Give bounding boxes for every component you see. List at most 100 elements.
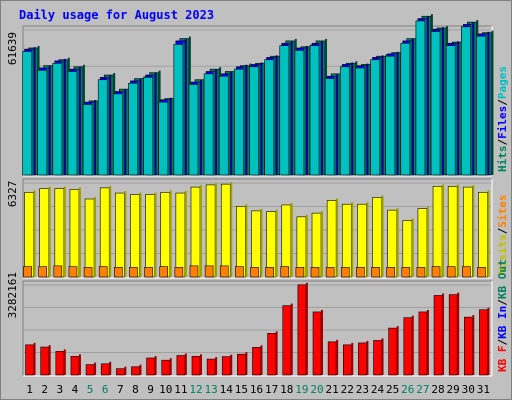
bar-sites	[204, 265, 214, 278]
bar-body	[401, 267, 411, 278]
bar-visits	[145, 192, 157, 278]
bar-visits	[357, 202, 369, 278]
bar-visits	[69, 187, 81, 278]
bar-kbf	[85, 362, 97, 376]
bar-body	[447, 186, 458, 278]
bar-side	[319, 43, 322, 175]
bar-side	[61, 61, 64, 175]
bar-side	[197, 82, 200, 175]
y-max-label: 3282161	[6, 272, 19, 318]
bar-side	[260, 62, 263, 175]
bar-pages	[143, 75, 155, 176]
bar-side	[426, 16, 429, 175]
x-tick-label: 16	[250, 383, 263, 396]
bar-side	[336, 339, 339, 375]
bar-side	[94, 100, 97, 175]
bar-pages	[128, 81, 140, 176]
bar-side	[303, 48, 306, 175]
bar-kbf	[116, 366, 127, 376]
chart-title: Daily usage for August 2023	[19, 8, 214, 22]
bar-kbf	[40, 345, 51, 376]
bar-side	[78, 354, 81, 375]
bar-body	[161, 359, 171, 376]
bar-sites	[295, 267, 305, 278]
bar-side	[290, 303, 293, 375]
bar-body	[37, 70, 47, 176]
bar-body	[158, 101, 169, 176]
bar-side	[411, 38, 414, 176]
bar-body	[448, 294, 458, 376]
bar-side	[396, 208, 399, 277]
y-max-label: 6327	[6, 181, 19, 208]
bar-side	[245, 352, 248, 375]
bar-sites	[38, 266, 47, 278]
bar-visits	[281, 202, 293, 278]
bar-body	[143, 77, 153, 176]
x-tick-label: 11	[174, 383, 187, 396]
bar-side	[305, 45, 308, 176]
bar-body	[264, 59, 274, 176]
bar-side	[230, 354, 233, 375]
bar-visits	[84, 197, 97, 278]
bar-kbf	[327, 339, 339, 376]
bar-side	[48, 186, 51, 277]
bar-kbf	[358, 340, 369, 376]
bar-sites	[114, 267, 123, 278]
bar-body	[146, 357, 155, 376]
bar-side	[63, 186, 66, 277]
bar-pages	[355, 65, 367, 176]
bar-body	[326, 200, 337, 278]
bar-body	[25, 344, 34, 376]
bar-body	[249, 66, 259, 176]
bar-side	[78, 67, 81, 175]
bar-side	[243, 67, 246, 175]
bar-side	[275, 55, 278, 175]
bar-body	[144, 267, 153, 278]
bar-side	[63, 58, 66, 175]
bar-kbf	[433, 293, 445, 376]
bar-side	[137, 81, 140, 175]
bar-side	[472, 315, 475, 375]
bar-side	[199, 80, 202, 175]
bar-side	[199, 354, 202, 375]
bar-body	[160, 192, 171, 278]
bar-pages	[400, 41, 412, 176]
bar-body	[159, 266, 169, 278]
bar-kbf	[373, 338, 384, 376]
bar-body	[54, 188, 65, 278]
bar-sites	[280, 266, 290, 278]
bar-kbf	[146, 355, 157, 376]
bar-visits	[341, 202, 354, 278]
bar-side	[351, 62, 354, 175]
bar-side	[409, 41, 412, 175]
x-tick-label: 29	[447, 383, 460, 396]
bar-side	[228, 74, 231, 175]
bar-body	[24, 192, 34, 278]
bar-side	[424, 18, 427, 175]
bar-side	[273, 57, 276, 175]
bar-body	[22, 51, 32, 176]
bar-side	[321, 211, 324, 277]
bar-visits	[447, 184, 460, 278]
bar-body	[280, 266, 290, 278]
bar-body	[100, 363, 110, 376]
legend-item: Files	[496, 106, 509, 139]
bar-sites	[23, 266, 32, 278]
bar-visits	[99, 185, 112, 278]
bar-side	[426, 309, 429, 375]
bar-body	[356, 267, 365, 278]
bar-pages	[445, 43, 458, 176]
bar-body	[478, 192, 488, 278]
bar-body	[294, 50, 305, 176]
x-tick-label: 12	[189, 383, 202, 396]
bar-body	[40, 346, 49, 376]
bar-side	[440, 29, 443, 175]
bar-body	[53, 265, 63, 278]
bar-side	[94, 362, 97, 375]
bar-side	[199, 185, 202, 277]
bar-sites	[386, 267, 395, 278]
bar-visits	[251, 208, 263, 278]
x-tick-label: 28	[431, 383, 444, 396]
